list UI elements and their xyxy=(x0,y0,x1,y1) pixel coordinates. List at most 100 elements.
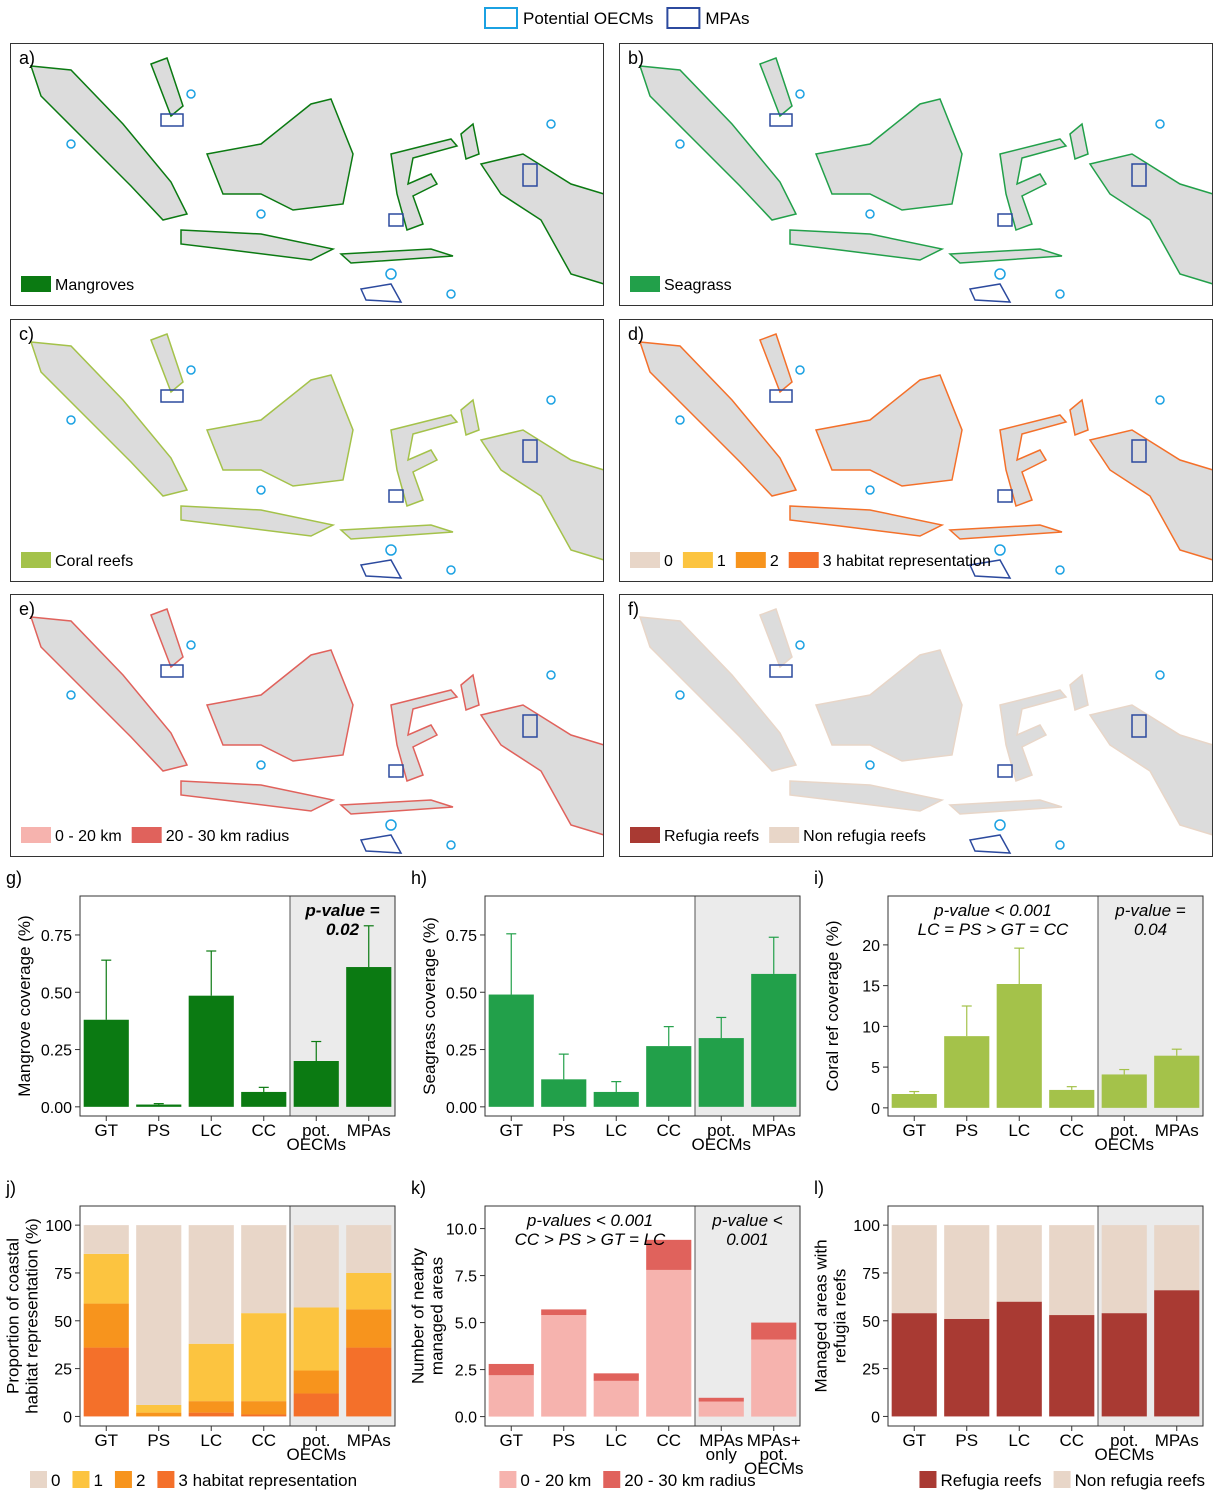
x-tick-label: MPAs xyxy=(1146,1434,1208,1448)
legend-swatch xyxy=(919,1471,936,1488)
legend-label: 1 xyxy=(93,1471,102,1490)
panel-label: l) xyxy=(814,1178,824,1198)
map-panel: e)0 - 20 km20 - 30 km radius xyxy=(10,594,604,857)
y-tick-label: 25 xyxy=(862,1362,880,1379)
bar-segment xyxy=(136,1405,181,1413)
legend: 0 - 20 km 20 - 30 km radius xyxy=(499,1471,755,1490)
bar xyxy=(84,1020,129,1107)
bar-segment xyxy=(944,1319,989,1417)
y-tick-label: 15 xyxy=(862,979,880,996)
landmass xyxy=(640,58,1212,284)
y-tick-label: 2.5 xyxy=(455,1363,477,1380)
bar-segment xyxy=(189,1225,234,1344)
bar-segment xyxy=(699,1398,744,1402)
y-tick-label: 50 xyxy=(862,1314,880,1331)
bar-segment xyxy=(346,1273,391,1309)
legend-label: 0 xyxy=(51,1471,60,1490)
panel-label: c) xyxy=(19,324,34,344)
annotation: 0.02 xyxy=(326,920,360,939)
bar xyxy=(997,984,1042,1108)
x-tick-label: MPAs xyxy=(338,1124,400,1138)
bar xyxy=(751,974,796,1107)
bar-segment xyxy=(84,1225,129,1254)
bar-segment xyxy=(1102,1225,1147,1313)
legend-swatch xyxy=(72,1471,89,1488)
y-tick-label: 0.25 xyxy=(446,1043,477,1060)
legend-swatch xyxy=(21,552,51,568)
bar-segment xyxy=(189,1413,234,1417)
bar-segment xyxy=(294,1393,339,1416)
y-tick-label: 75 xyxy=(54,1266,72,1283)
annotation: CC > PS > GT = LC xyxy=(515,1230,666,1249)
legend-swatch xyxy=(683,552,713,568)
y-tick-label: 5.0 xyxy=(455,1316,477,1333)
panel-label: k) xyxy=(411,1178,426,1198)
bar-segment xyxy=(892,1313,937,1416)
bar-segment xyxy=(541,1309,586,1315)
y-tick-label: 0.75 xyxy=(446,928,477,945)
bar-segment xyxy=(1154,1225,1199,1290)
bar-segment xyxy=(189,1401,234,1412)
map-panel: c)Coral reefs xyxy=(10,319,604,582)
bar-segment xyxy=(241,1313,286,1401)
x-tick-label: MPAs xyxy=(1146,1124,1208,1138)
y-tick-label: 0.50 xyxy=(446,985,477,1002)
y-tick-label: 0.25 xyxy=(41,1043,72,1060)
landmass xyxy=(640,609,1212,835)
y-tick-label: 0.0 xyxy=(455,1410,477,1427)
bar-segment xyxy=(1102,1313,1147,1416)
panel-label: h) xyxy=(411,868,427,888)
legend-swatch xyxy=(1054,1471,1071,1488)
legend-swatch xyxy=(630,827,660,843)
y-tick-label: 100 xyxy=(45,1218,72,1235)
bar-segment xyxy=(294,1307,339,1370)
legend-label: 1 xyxy=(717,553,726,570)
x-tick-label: MPAs xyxy=(338,1434,400,1448)
y-tick-label: 7.5 xyxy=(455,1269,477,1286)
bar-segment xyxy=(294,1225,339,1307)
legend-swatch xyxy=(157,1471,174,1488)
legend-swatch xyxy=(132,827,162,843)
annotation: p-value = xyxy=(1114,901,1185,920)
legend-label: Non refugia reefs xyxy=(803,828,926,845)
y-tick-label: 0.75 xyxy=(41,928,72,945)
bar-segment xyxy=(294,1371,339,1394)
y-axis-title: managed areas xyxy=(428,1257,447,1375)
legend-label: 2 xyxy=(770,553,779,570)
map: a)Mangroves xyxy=(11,44,603,305)
bar xyxy=(1102,1074,1147,1107)
y-tick-label: 75 xyxy=(862,1266,880,1283)
legend-label: MPAs xyxy=(705,9,749,28)
panel-label: e) xyxy=(19,599,35,619)
legend-label: 0 - 20 km xyxy=(520,1471,591,1490)
map: b)Seagrass xyxy=(620,44,1212,305)
annotation: 0.04 xyxy=(1134,920,1167,939)
legend-label: 3 habitat representation xyxy=(178,1471,357,1490)
chart-panel: i)05101520Coral ref coverage (%)p-value … xyxy=(808,866,1213,1176)
legend: Refugia reefsNon refugia reefs xyxy=(919,1471,1205,1490)
bar-segment xyxy=(541,1315,586,1417)
bar-segment xyxy=(489,1375,534,1416)
bar-segment xyxy=(189,1344,234,1401)
bar xyxy=(189,996,234,1107)
bar xyxy=(489,995,534,1107)
bar xyxy=(944,1036,989,1108)
y-tick-label: 5 xyxy=(871,1060,880,1077)
bar xyxy=(646,1046,691,1107)
annotation: p-value < xyxy=(711,1211,782,1230)
y-tick-label: 0 xyxy=(871,1409,880,1426)
legend-swatch xyxy=(603,1471,620,1488)
legend-label: 20 - 30 km radius xyxy=(624,1471,755,1490)
legend-label: 2 xyxy=(136,1471,145,1490)
legend-swatch xyxy=(499,1471,516,1488)
bar-segment xyxy=(1154,1290,1199,1416)
bar-segment xyxy=(84,1304,129,1348)
y-axis-title: Seagrass coverage (%) xyxy=(420,917,439,1095)
y-tick-label: 0 xyxy=(871,1101,880,1118)
bar-segment xyxy=(1049,1315,1094,1416)
chart-panel: j)0255075100Proportion of coastalhabitat… xyxy=(0,1176,405,1493)
bar xyxy=(136,1105,181,1107)
